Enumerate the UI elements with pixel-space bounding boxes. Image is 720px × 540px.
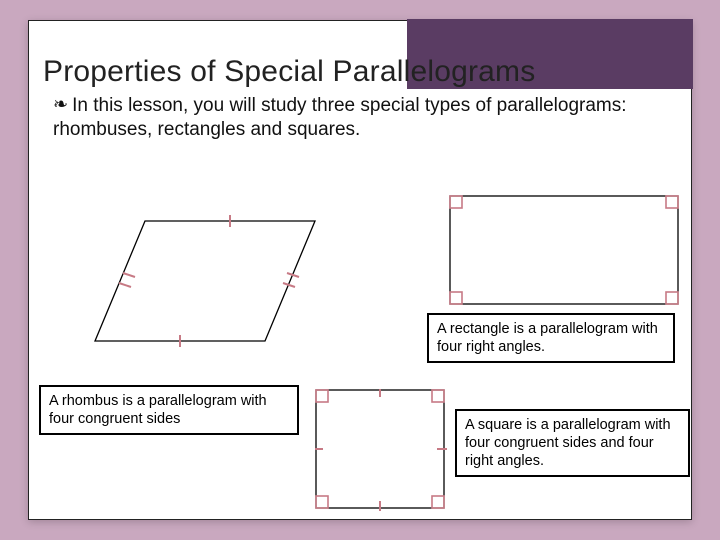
caption-rhombus: A rhombus is a parallelogram with four c…	[39, 385, 299, 435]
caption-rectangle: A rectangle is a parallelogram with four…	[427, 313, 675, 363]
slide-frame: Properties of Special Parallelograms ❧In…	[28, 20, 692, 520]
intro-text: ❧In this lesson, you will study three sp…	[53, 93, 673, 142]
slide-title: Properties of Special Parallelograms	[43, 55, 535, 89]
caption-square: A square is a parallelogram with four co…	[455, 409, 690, 477]
bullet-icon: ❧	[53, 94, 68, 114]
square-shape	[315, 389, 447, 511]
intro-content: In this lesson, you will study three spe…	[53, 95, 627, 140]
rhombus-shape	[85, 211, 325, 361]
rectangle-shape	[449, 195, 679, 305]
